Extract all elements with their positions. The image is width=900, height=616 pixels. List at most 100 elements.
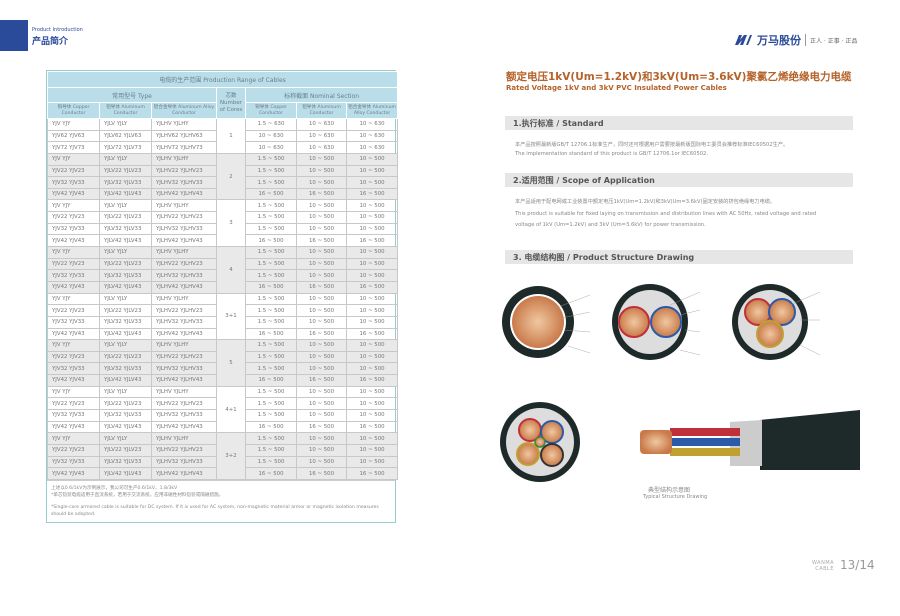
table-cell: 10 ~ 500	[296, 315, 347, 329]
table-cell: YJLHV42 YJLHV43	[151, 280, 217, 294]
standard-heading: 1.执行标准 / Standard	[505, 116, 853, 130]
standard-text: 本产品按照最新版GB/T 12706.1标准生产，同时还可根据用户需要按最新版国…	[515, 141, 860, 159]
table-cell: YJLV22 YJLV23	[99, 397, 152, 411]
table-cell: 10 ~ 630	[296, 141, 347, 154]
table-cell: YJLHV42 YJLHV43	[151, 234, 217, 248]
sub-header: 铝导体 Aluminum Conductor	[296, 102, 347, 119]
table-cell: YJLV YJLY	[99, 246, 152, 259]
table-cell: 16 ~ 500	[296, 420, 347, 434]
table-cell: YJV42 YJV43	[47, 374, 100, 387]
table-cell: YJV42 YJV43	[47, 187, 100, 201]
product-title-cn: 额定电压1kV(Um=1.2kV)和3kV(Um=3.6kV)聚氯乙烯绝缘电力电…	[506, 71, 852, 83]
table-cell: YJLHV YJLHY	[151, 385, 217, 399]
table-cell: 16 ~ 500	[245, 467, 297, 480]
table-cell: 10 ~ 500	[296, 176, 347, 189]
table-title: 电缆的生产范围 Production Range of Cables	[46, 71, 399, 88]
table-cell: YJV72 YJV73	[47, 141, 100, 154]
table-cell: 10 ~ 500	[345, 443, 399, 457]
table-cell: YJV32 YJV33	[47, 362, 100, 376]
sub-header: 铝导体 Aluminum Conductor	[99, 102, 152, 119]
table-cell: YJLV72 YJLV73	[99, 141, 152, 154]
table-cell: 10 ~ 500	[296, 152, 347, 166]
table-row: YJV YJY YJLV YJLY YJLHV YJLHY 3+2 1.5 ~ 500 1…	[47, 432, 399, 480]
table-cell: YJLV YJLY	[99, 292, 152, 306]
table-cell: 1.5 ~ 500	[245, 432, 297, 445]
table-cell: 10 ~ 500	[345, 385, 399, 399]
table-cell: 16 ~ 500	[296, 467, 347, 480]
table-cell: YJLHV32 YJLHV33	[151, 409, 217, 422]
table-cell: 16 ~ 500	[345, 374, 399, 387]
table-cell: YJV32 YJV33	[47, 455, 100, 469]
structure-heading: 3. 电缆结构图 / Product Structure Drawing	[505, 250, 853, 264]
table-cell: YJV42 YJV43	[47, 420, 100, 434]
table-cell: 10 ~ 630	[296, 118, 347, 131]
table-cell: YJV62 YJV63	[47, 129, 100, 143]
table-cell: 10 ~ 500	[296, 385, 347, 399]
table-cell: YJLHV42 YJLHV43	[151, 187, 217, 201]
table-cell: YJLV42 YJLV43	[99, 420, 152, 434]
table-row: YJV YJY YJLV YJLY YJLHV YJLHY 2 1.5 ~ 500 10 …	[47, 152, 399, 201]
table-cell: YJLHV YJLHY	[151, 152, 217, 166]
table-cell: YJV22 YJV23	[47, 304, 100, 317]
table-cell: YJLHV42 YJLHV43	[151, 420, 217, 434]
table-cell: YJLHV32 YJLHV33	[151, 269, 217, 282]
table-cell: 10 ~ 500	[345, 455, 399, 469]
table-cell: YJV YJY	[47, 199, 100, 213]
table-cell: 1.5 ~ 500	[245, 304, 297, 317]
table-cell: 1.5 ~ 500	[245, 246, 297, 259]
table-cell: 16 ~ 500	[296, 187, 347, 201]
table-cell: YJLHV22 YJLHV23	[151, 350, 217, 364]
table-cell: 16 ~ 500	[345, 234, 399, 248]
table-cell: 1.5 ~ 500	[245, 292, 297, 306]
cores-cell: 2	[216, 152, 246, 201]
table-row: YJV72 YJV73 YJLV72 YJLV73 YJLHV72 YJLHV73 1…	[47, 141, 399, 154]
table-cell: 16 ~ 500	[296, 327, 347, 341]
table-cell: 10 ~ 500	[345, 339, 399, 352]
table-cell: YJLHV22 YJLHV23	[151, 164, 217, 178]
table-cell: 10 ~ 500	[345, 246, 399, 259]
table-cell: 10 ~ 500	[345, 176, 399, 189]
table-cell: YJLV32 YJLV33	[99, 455, 152, 469]
table-cell: 10 ~ 500	[345, 315, 399, 329]
cores-header: 芯数 Number of Cores	[216, 87, 246, 119]
table-row: YJV22 YJV23 YJLV22 YJLV23 YJLHV22 YJLHV23 1…	[47, 350, 399, 364]
three-core-cable-drawing	[732, 284, 821, 360]
table-cell: 10 ~ 500	[296, 443, 347, 457]
table-cell: 1.5 ~ 500	[245, 409, 297, 422]
cores-cell: 4	[216, 246, 246, 294]
table-cell: 10 ~ 500	[345, 362, 399, 376]
cores-cell: 1	[216, 118, 246, 154]
table-cell: YJLV22 YJLV23	[99, 304, 152, 317]
text-line: The implementation standard of this prod…	[515, 151, 708, 157]
table-cell: YJLV32 YJLV33	[99, 362, 152, 376]
table-cell: 16 ~ 500	[245, 374, 297, 387]
table-cell: 10 ~ 500	[296, 304, 347, 317]
table-cell: YJLV42 YJLV43	[99, 374, 152, 387]
table-cell: YJLV22 YJLV23	[99, 164, 152, 178]
table-cell: YJLV22 YJLV23	[99, 350, 152, 364]
brand-name: 万马股份	[757, 34, 801, 47]
table-cell: 16 ~ 500	[245, 234, 297, 248]
table-cell: 10 ~ 630	[345, 129, 399, 143]
table-cell: YJLV22 YJLV23	[99, 443, 152, 457]
table-row: YJV32 YJV33 YJLV32 YJLV33 YJLHV32 YJLHV33 1…	[47, 176, 399, 189]
table-cell: YJLV YJLY	[99, 339, 152, 352]
table-cell: YJV22 YJV23	[47, 350, 100, 364]
table-cell: YJLHV32 YJLHV33	[151, 176, 217, 189]
table-cell: 10 ~ 500	[345, 432, 399, 445]
table-cell: 1.5 ~ 500	[245, 269, 297, 282]
table-cell: YJLHV42 YJLHV43	[151, 374, 217, 387]
table-cell: 16 ~ 500	[296, 374, 347, 387]
drawing-caption-en: Typical Structure Drawing	[643, 494, 708, 500]
table-cell: YJV YJY	[47, 292, 100, 306]
scope-heading: 2.适用范围 / Scope of Application	[505, 173, 853, 187]
table-cell: YJV42 YJV43	[47, 234, 100, 248]
text-line: 本产品适用于配电网或工业装置中额定电压1kV(Um=1.2kV)和3kV(Um=…	[515, 199, 776, 205]
table-cell: 1.5 ~ 500	[245, 362, 297, 376]
table-cell: YJLV62 YJLV63	[99, 129, 152, 143]
scope-text: 本产品适用于配电网或工业装置中额定电压1kV(Um=1.2kV)和3kV(Um=…	[515, 197, 860, 232]
table-cell: 10 ~ 630	[245, 129, 297, 143]
table-cell: 10 ~ 630	[296, 129, 347, 143]
sub-header: 铝合金导体 Aluminum Alloy Conductor	[151, 102, 217, 119]
table-row: YJV YJY YJLV YJLY YJLHV YJLHY 3+1 1.5 ~ 500 1…	[47, 292, 399, 341]
